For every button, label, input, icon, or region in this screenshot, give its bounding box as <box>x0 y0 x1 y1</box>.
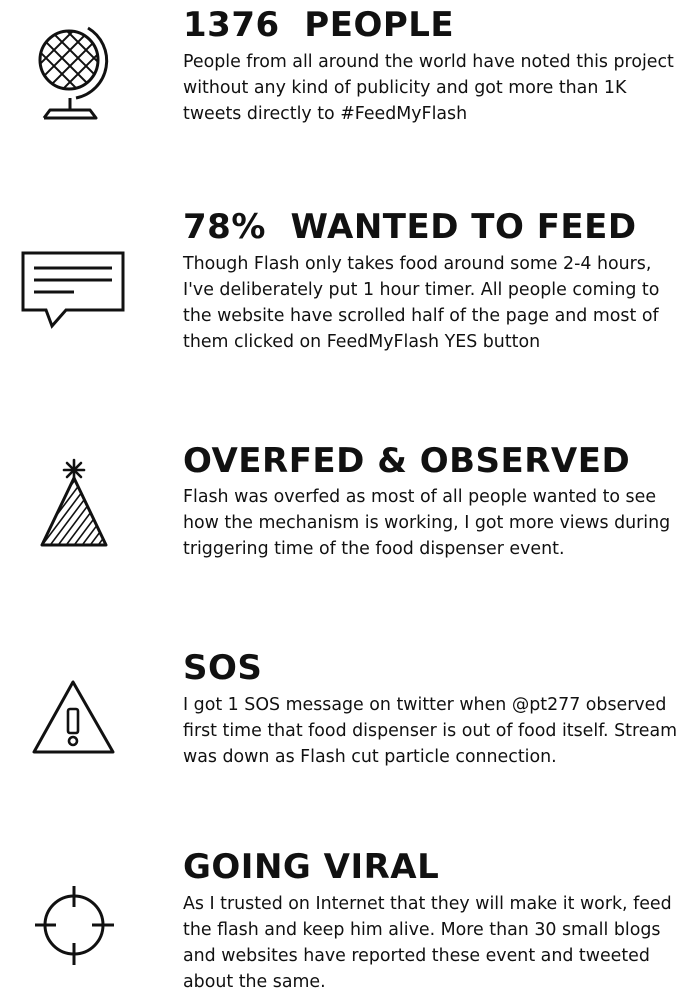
globe-icon <box>30 22 140 122</box>
section-title: GOING VIRAL <box>183 847 440 887</box>
section-title: 78% WANTED TO FEED <box>183 207 637 247</box>
section-description: Flash was overfed as most of all people … <box>183 487 671 559</box>
section-description: As I trusted on Internet that they will … <box>183 894 672 992</box>
section-title: SOS <box>183 648 263 688</box>
section-description: Though Flash only takes food around some… <box>183 254 660 352</box>
section-title: 1376 PEOPLE <box>183 5 455 45</box>
section-title: OVERFED & OBSERVED <box>183 441 631 481</box>
party-hat-icon <box>38 456 148 550</box>
speech-bubble-icon <box>20 250 130 332</box>
crosshair-icon <box>34 885 144 967</box>
section-description: I got 1 SOS message on twitter when @pt2… <box>183 695 678 767</box>
section-description: People from all around the world have no… <box>183 52 674 124</box>
warning-triangle-icon <box>31 678 141 756</box>
